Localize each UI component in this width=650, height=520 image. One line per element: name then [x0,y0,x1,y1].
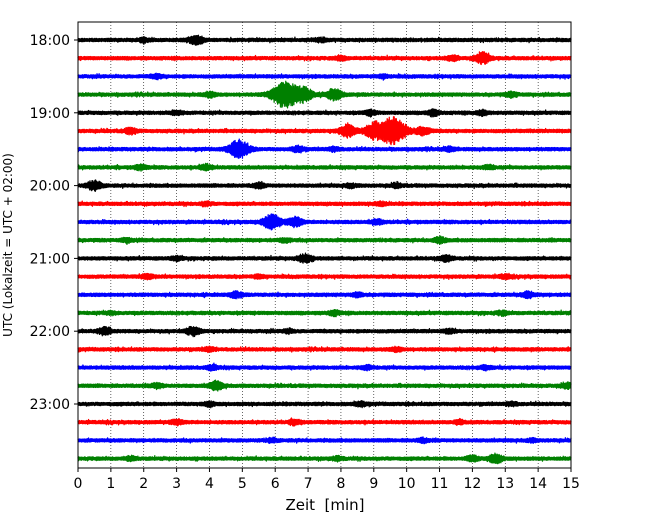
trace-2330 [77,436,572,445]
plot-frame [77,21,572,469]
x-tick-label: 8 [336,476,345,492]
trace-2100 [77,252,572,264]
trace-2200 [77,325,572,338]
trace-2145 [77,308,572,318]
x-axis-label: Zeit [min] [285,496,364,514]
x-tick-label: 13 [496,476,514,492]
trace-2000 [77,179,572,192]
y-tick-label: 18:00 [30,33,70,49]
x-tick-label: 3 [172,476,181,492]
x-tick-label: 10 [398,476,416,492]
x-tick-label: 4 [205,476,214,492]
y-tick-label: 20:00 [30,179,70,195]
x-tick-label: 5 [238,476,247,492]
trace-2130 [77,290,572,300]
trace-1930 [77,138,572,159]
trace-1830 [77,72,572,81]
x-tick-label: 0 [74,476,83,492]
y-tick-label: 23:00 [30,397,70,413]
y-tick-label: 22:00 [30,324,70,340]
trace-2115 [77,272,572,281]
trace-2215 [77,345,572,354]
y-axis-label: UTC (Lokalzeit = UTC + 02:00) [1,153,15,337]
x-tick-label: 9 [369,476,378,492]
trace-2300 [77,399,572,409]
trace-1915 [77,116,572,146]
trace-2245 [77,379,572,392]
x-tick-label: 15 [562,476,580,492]
trace-2045 [77,235,572,246]
trace-2015 [77,200,572,208]
trace-2345 [77,452,572,465]
x-axis-ticks: 0 1 2 3 4 5 6 7 8 9 10 11 12 13 14 15 [74,468,580,492]
x-tick-label: 11 [431,476,449,492]
trace-2030 [77,213,572,231]
trace-2230 [77,362,572,372]
x-tick-label: 6 [271,476,280,492]
y-tick-label: 19:00 [30,106,70,122]
x-tick-label: 2 [139,476,148,492]
trace-1815 [77,51,572,66]
y-axis-ticks: 18:00 19:00 20:00 21:00 22:00 23:00 [30,33,78,413]
seismogram-traces [77,34,572,465]
x-tick-label: 7 [304,476,313,492]
trace-1945 [77,162,572,172]
trace-1845 [77,80,572,109]
trace-1900 [77,108,572,118]
trace-2315 [77,417,572,427]
x-tick-label: 1 [106,476,115,492]
x-tick-label: 12 [463,476,481,492]
x-tick-label: 14 [529,476,547,492]
trace-1800 [77,34,572,46]
y-tick-label: 21:00 [30,251,70,267]
